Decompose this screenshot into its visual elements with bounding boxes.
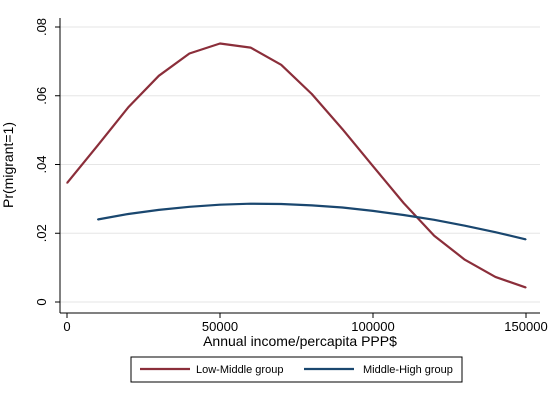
series-0-point-7: [280, 64, 282, 66]
series-lines: [66, 42, 527, 289]
series-1-point-14: [525, 238, 527, 241]
y-tick-label-2: .04: [34, 155, 49, 173]
series-0-point-8: [311, 93, 313, 95]
series-0-point-14: [494, 276, 496, 278]
y-tick-label-3: .06: [34, 87, 49, 105]
series-1-point-6: [280, 203, 282, 205]
x-tick-label-1: 50000: [202, 319, 238, 334]
y-tick-label-4: .08: [34, 18, 49, 36]
series-1-point-5: [250, 203, 252, 205]
x-tick-label-3: 150000: [504, 319, 547, 334]
series-1-point-4: [219, 204, 221, 206]
series-0-point-9: [341, 128, 343, 130]
series-0-point-2: [127, 106, 129, 109]
series-0-point-11: [403, 202, 405, 204]
series-1-point-11: [433, 219, 435, 221]
series-1-point-0: [97, 218, 99, 221]
series-1-point-10: [403, 214, 405, 216]
series-1-point-1: [127, 213, 129, 215]
series-1-point-7: [311, 204, 313, 207]
series-0-point-12: [433, 235, 435, 237]
series-1-point-2: [158, 209, 160, 211]
series-0-point-13: [464, 259, 466, 261]
x-axis-label: Annual income/percapita PPP$: [203, 333, 397, 349]
x-tick-label-0: 0: [63, 319, 70, 334]
series-0-point-5: [219, 42, 221, 45]
series-0-point-6: [250, 47, 252, 49]
x-tick-label-2: 100000: [351, 319, 394, 334]
series-0-point-15: [525, 286, 527, 289]
legend-label-0: Low-Middle group: [196, 364, 283, 376]
y-tick-label-0: 0: [34, 298, 49, 305]
series-0-point-0: [66, 182, 68, 184]
series-1-point-3: [188, 206, 190, 208]
series-1-point-8: [341, 206, 343, 209]
axes: 0 .02 .04 .06 .08 0 50000 100000 150000: [34, 18, 548, 334]
legend: Low-Middle group Middle-High group: [130, 356, 463, 383]
series-0-point-10: [372, 165, 374, 167]
series-line-0: [66, 42, 527, 289]
series-1-point-9: [372, 210, 374, 212]
y-axis-label: Pr(migrant=1): [0, 122, 16, 208]
series-0-point-3: [158, 75, 160, 77]
y-tick-label-1: .02: [34, 224, 49, 242]
legend-label-1: Middle-High group: [363, 364, 453, 376]
series-1-point-12: [464, 225, 466, 227]
series-0-point-1: [97, 144, 99, 147]
series-0-point-4: [188, 52, 190, 55]
series-1-point-13: [494, 231, 496, 233]
